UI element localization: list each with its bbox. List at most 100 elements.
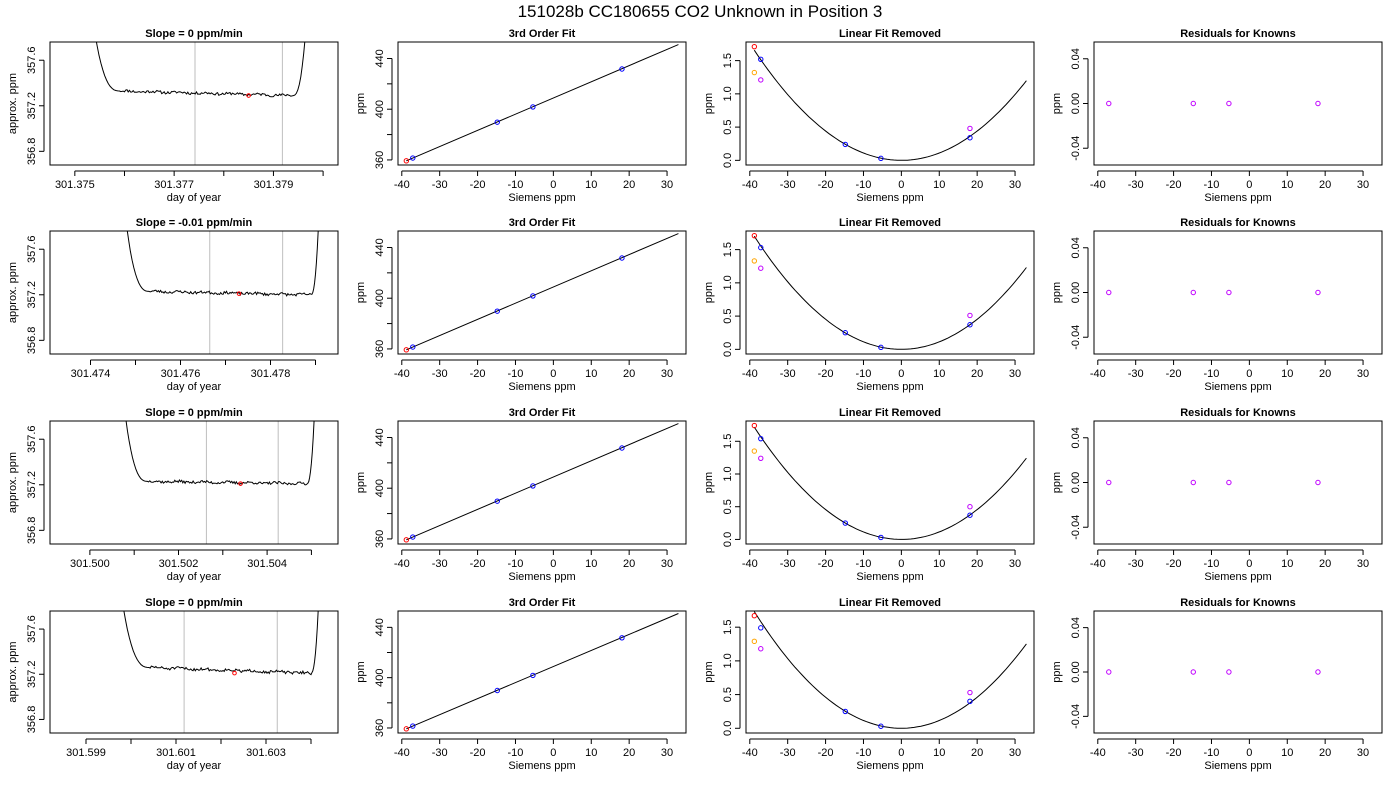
x-tick-label: -10	[508, 558, 524, 570]
data-point	[619, 445, 625, 451]
mean-marker	[238, 481, 243, 486]
x-tick-label: -40	[742, 747, 758, 759]
plot-data	[753, 426, 1027, 540]
y-tick-label: 440	[374, 428, 386, 446]
x-tick-label: 301.474	[71, 368, 111, 380]
x-tick-label: -20	[1166, 747, 1182, 759]
y-tick-label: -0.04	[1070, 325, 1082, 350]
y-tick-label: 0.0	[722, 342, 734, 357]
plot-data	[406, 44, 679, 162]
data-point	[1315, 479, 1321, 486]
x-tick-label: -10	[856, 368, 872, 380]
x-tick-label: 20	[623, 747, 635, 759]
plot-frame	[49, 230, 339, 355]
plot-frame	[1093, 610, 1383, 734]
x-tick-label: 20	[623, 558, 635, 570]
data-point	[878, 534, 884, 541]
x-tick-label: -30	[432, 558, 448, 570]
x-tick-label: 301.375	[55, 179, 95, 191]
x-tick-label: -30	[780, 179, 796, 191]
plot-frame	[745, 230, 1035, 355]
y-axis-label: ppm	[1051, 661, 1063, 682]
x-axis-label: Siemens ppm	[1204, 192, 1271, 204]
data-point	[1226, 289, 1232, 296]
y-axis-label: ppm	[1051, 93, 1063, 114]
panel-title: Linear Fit Removed	[839, 407, 941, 419]
x-tick-label: -30	[432, 179, 448, 191]
y-tick-label: 0.0	[722, 721, 734, 736]
data-point	[1226, 669, 1232, 675]
data-point	[758, 625, 764, 631]
plot-frame	[49, 41, 339, 166]
plot-data	[123, 611, 319, 733]
concentration-trace	[125, 421, 315, 486]
plot-frame	[49, 610, 339, 734]
y-tick-label: 360	[374, 340, 386, 358]
data-point	[410, 344, 416, 350]
x-axis-label: day of year	[167, 571, 222, 583]
y-tick-label: 0.5	[722, 119, 734, 134]
y-tick-label: 1.0	[722, 275, 734, 290]
x-axis-label: Siemens ppm	[508, 192, 575, 204]
y-tick-label: 0.5	[722, 687, 734, 702]
data-point	[494, 308, 500, 314]
panel-title: Slope = -0.01 ppm/min	[136, 217, 253, 229]
data-point	[758, 455, 764, 461]
y-axis-label: ppm	[355, 472, 367, 493]
data-point	[1106, 669, 1112, 675]
concentration-trace	[95, 42, 306, 98]
y-tick-label: 0.00	[1070, 282, 1082, 303]
fit-line	[406, 613, 679, 730]
x-tick-label: -10	[508, 368, 524, 380]
x-tick-label: -30	[1128, 747, 1144, 759]
data-point	[878, 723, 884, 729]
x-tick-label: -10	[1204, 558, 1220, 570]
x-tick-label: 30	[661, 747, 673, 759]
y-axis-label: approx. ppm	[7, 262, 19, 323]
panel-title: Slope = 0 ppm/min	[145, 407, 243, 419]
x-axis-label: Siemens ppm	[856, 381, 923, 393]
data-point	[1190, 479, 1196, 486]
panel-r2c1: Slope = -0.01 ppm/min 301.474 301.476 301.4…	[7, 217, 339, 393]
x-tick-label: 30	[1357, 558, 1369, 570]
data-point	[410, 155, 416, 161]
data-point	[751, 448, 758, 454]
y-tick-label: -0.04	[1070, 136, 1082, 161]
plot-frame	[745, 610, 1035, 734]
x-tick-label: 301.603	[246, 747, 286, 759]
x-tick-label: -40	[1090, 558, 1106, 570]
panel-r3c3: Linear Fit Removed -40 -30 -20 -10 0 10 20 30 Sie…	[703, 407, 1035, 583]
data-point	[751, 638, 758, 645]
panel-r1c1: Slope = 0 ppm/min 301.375 301.377 301.379 da…	[7, 28, 339, 204]
panel-title: Residuals for Knowns	[1180, 407, 1296, 419]
x-tick-label: 301.599	[66, 747, 106, 759]
plot-data	[95, 42, 306, 165]
x-tick-label: 0	[550, 179, 556, 191]
data-point	[1190, 669, 1196, 675]
x-tick-label: 30	[1357, 179, 1369, 191]
data-point	[403, 158, 410, 164]
y-tick-label: 400	[374, 289, 386, 307]
panel-r1c4: Residuals for Knowns -40 -30 -20 -10 0 10 20 30 S…	[1051, 28, 1383, 204]
y-tick-label: 1.0	[722, 466, 734, 481]
data-point	[967, 698, 973, 705]
x-tick-label: 0	[1246, 179, 1252, 191]
data-point	[967, 125, 973, 132]
data-point	[1106, 479, 1112, 486]
fit-line	[406, 423, 679, 541]
x-tick-label: -30	[780, 368, 796, 380]
y-tick-label: 0.04	[1070, 617, 1082, 638]
x-tick-label: 0	[898, 558, 904, 570]
plot-frame	[745, 420, 1035, 545]
x-tick-label: 30	[1009, 368, 1021, 380]
x-tick-label: 0	[1246, 747, 1252, 759]
x-tick-label: 20	[971, 179, 983, 191]
panel-r2c4: Residuals for Knowns -40 -30 -20 -10 0 10 20 30 S…	[1051, 217, 1383, 393]
fit-curve	[753, 611, 1027, 729]
y-tick-label: 356.8	[26, 517, 38, 545]
panel-title: 3rd Order Fit	[509, 597, 576, 609]
data-point	[842, 141, 848, 148]
y-axis-label: ppm	[703, 282, 715, 303]
x-tick-label: -20	[818, 179, 834, 191]
y-tick-label: 356.8	[26, 327, 38, 355]
